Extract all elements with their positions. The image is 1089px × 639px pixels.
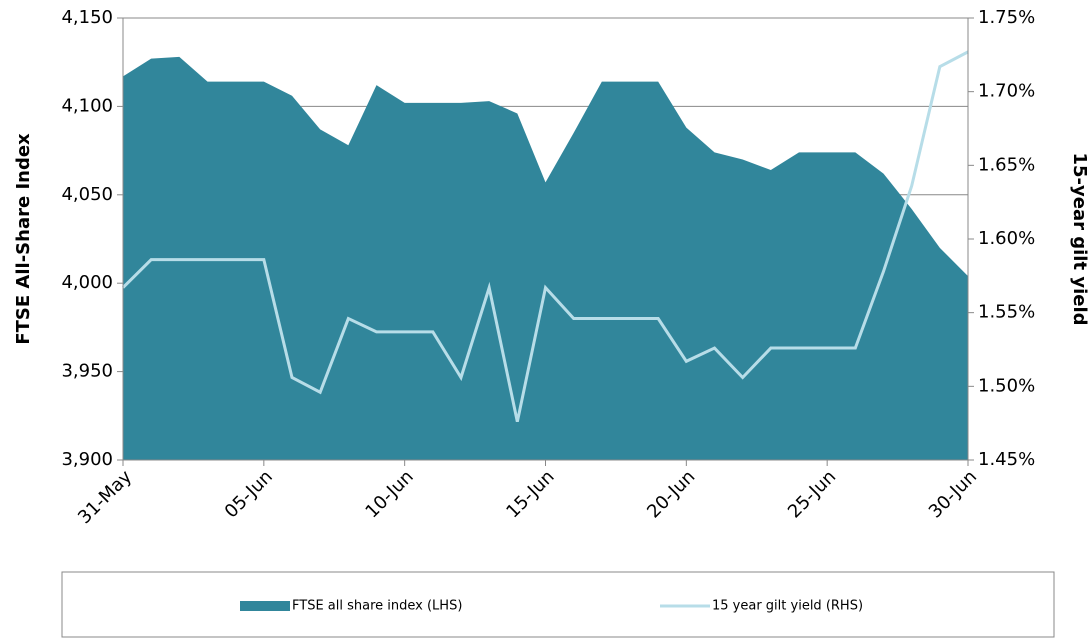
x-tick-label: 10-Jun — [362, 466, 418, 522]
x-tick-label: 25-Jun — [784, 466, 840, 522]
x-tick-label: 20-Jun — [643, 466, 699, 522]
legend-label: FTSE all share index (LHS) — [292, 599, 462, 614]
legend-label: 15 year gilt yield (RHS) — [712, 599, 863, 614]
x-tick-label: 05-Jun — [221, 466, 277, 522]
legend-box — [61, 571, 1055, 638]
x-tick-label: 30-Jun — [925, 466, 981, 522]
y2-axis-title: 15-year gilt yield — [1069, 152, 1089, 325]
y-axis-title: FTSE All-Share Index — [13, 133, 34, 345]
y-tick-label: 4,050 — [61, 184, 113, 205]
x-tick-label: 31-May — [74, 466, 136, 528]
y2-tick-label: 1.50% — [978, 375, 1035, 396]
x-tick-label: 15-Jun — [502, 466, 558, 522]
y2-tick-label: 1.70% — [978, 81, 1035, 102]
y2-tick-label: 1.75% — [978, 7, 1035, 28]
y2-tick-label: 1.45% — [978, 449, 1035, 470]
y-tick-label: 3,900 — [61, 449, 113, 470]
legend-swatch — [240, 601, 290, 611]
y2-tick-label: 1.65% — [978, 154, 1035, 175]
y2-tick-label: 1.55% — [978, 302, 1035, 323]
y-tick-label: 4,000 — [61, 272, 113, 293]
y2-tick-label: 1.60% — [978, 228, 1035, 249]
y-tick-label: 3,950 — [61, 361, 113, 382]
line — [121, 50, 969, 423]
y-tick-label: 4,100 — [61, 95, 113, 116]
y-tick-label: 4,150 — [61, 7, 113, 28]
